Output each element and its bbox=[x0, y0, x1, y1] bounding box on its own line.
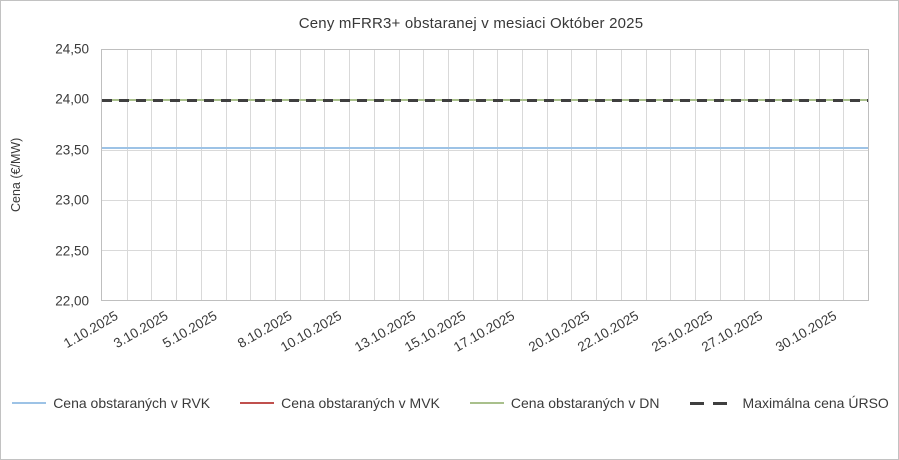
legend-line-swatch-rvk bbox=[12, 401, 47, 405]
legend-label-dn: Cena obstaraných v DN bbox=[510, 395, 660, 411]
vertical-gridline bbox=[274, 50, 276, 300]
vertical-gridline bbox=[126, 50, 128, 300]
legend-item-rvk: Cena obstaraných v RVK bbox=[12, 395, 210, 411]
vertical-gridline bbox=[695, 50, 697, 300]
vertical-gridline bbox=[447, 50, 449, 300]
x-tick-label: 5.10.2025 bbox=[160, 308, 220, 352]
y-tick-label: 22,00 bbox=[55, 293, 89, 309]
legend-line-swatch-dn bbox=[469, 401, 504, 405]
vertical-gridline bbox=[176, 50, 178, 300]
legend-dashed-line-swatch-urso bbox=[689, 401, 736, 405]
x-tick-label: 30.10.2025 bbox=[773, 308, 840, 355]
vertical-gridline bbox=[225, 50, 227, 300]
vertical-gridline bbox=[843, 50, 845, 300]
y-tick-label: 23,50 bbox=[55, 142, 89, 158]
vertical-gridline bbox=[349, 50, 351, 300]
vertical-gridline bbox=[472, 50, 474, 300]
y-tick-label: 22,50 bbox=[55, 243, 89, 259]
y-axis-tick-labels: 22,00 22,50 23,00 23,50 24,00 24,50 bbox=[1, 42, 89, 309]
vertical-gridline bbox=[522, 50, 524, 300]
chart-title: Ceny mFRR3+ obstaranej v mesiaci Október… bbox=[298, 15, 644, 32]
vertical-gridline bbox=[620, 50, 622, 300]
legend-item-urso: Maximálna cena ÚRSO bbox=[689, 395, 889, 411]
series-line-0 bbox=[102, 146, 868, 150]
legend-line-swatch-mvk bbox=[240, 401, 275, 405]
legend: Cena obstaraných v RVK Cena obstaraných … bbox=[1, 395, 899, 411]
vertical-gridline bbox=[571, 50, 573, 300]
vertical-gridline bbox=[769, 50, 771, 300]
vertical-gridline bbox=[200, 50, 202, 300]
y-tick-label: 24,00 bbox=[55, 91, 89, 107]
y-tick-label: 24,50 bbox=[55, 41, 89, 57]
vertical-gridline bbox=[423, 50, 425, 300]
plot-area bbox=[101, 49, 869, 301]
vertical-gridline bbox=[324, 50, 326, 300]
vertical-gridline bbox=[151, 50, 153, 300]
vertical-gridline bbox=[398, 50, 400, 300]
horizontal-gridline bbox=[102, 250, 868, 251]
horizontal-gridline bbox=[102, 200, 868, 201]
x-tick-label: 1.10.2025 bbox=[61, 308, 121, 352]
vertical-gridline bbox=[546, 50, 548, 300]
series-line-3 bbox=[102, 98, 868, 102]
vertical-gridline bbox=[793, 50, 795, 300]
legend-label-mvk: Cena obstaraných v MVK bbox=[281, 395, 440, 411]
x-tick-label: 3.10.2025 bbox=[110, 308, 171, 352]
y-tick-label: 23,00 bbox=[55, 192, 89, 208]
legend-item-mvk: Cena obstaraných v MVK bbox=[240, 395, 440, 411]
vertical-gridline bbox=[670, 50, 672, 300]
vertical-gridline bbox=[818, 50, 820, 300]
horizontal-gridline bbox=[102, 150, 868, 151]
vertical-gridline bbox=[373, 50, 375, 300]
legend-item-dn: Cena obstaraných v DN bbox=[469, 395, 660, 411]
vertical-gridline bbox=[645, 50, 647, 300]
vertical-gridline bbox=[719, 50, 721, 300]
vertical-gridline bbox=[744, 50, 746, 300]
x-axis-tick-labels: 1.10.2025 3.10.2025 5.10.2025 8.10.2025 10.1… bbox=[61, 301, 869, 371]
vertical-gridline bbox=[497, 50, 499, 300]
legend-label-rvk: Cena obstaraných v RVK bbox=[53, 395, 211, 411]
vertical-gridline bbox=[250, 50, 252, 300]
legend-label-urso: Maximálna cena ÚRSO bbox=[742, 395, 889, 411]
vertical-gridline bbox=[596, 50, 598, 300]
vertical-gridline bbox=[299, 50, 301, 300]
